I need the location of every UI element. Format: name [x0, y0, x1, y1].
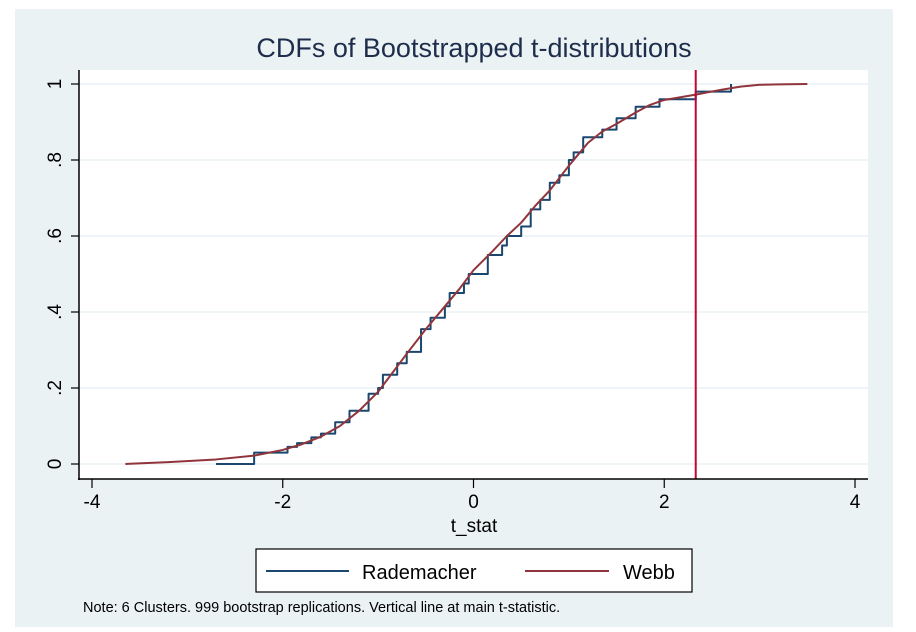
- y-tick-label: 0: [45, 459, 66, 470]
- grid-lines: [80, 83, 868, 465]
- y-tick-label: .4: [45, 304, 66, 320]
- x-tick-label: -4: [84, 492, 101, 513]
- y-ticks: 0 .2 .4 .6 .8 1: [45, 79, 79, 470]
- legend-rademacher-label: Rademacher: [362, 562, 477, 584]
- x-tick-label: 0: [468, 492, 479, 513]
- legend-webb-label: Webb: [623, 562, 675, 584]
- x-tick-label: 2: [659, 492, 670, 513]
- series-rademacher-line: [215, 84, 733, 465]
- x-tick-label: 4: [850, 492, 861, 513]
- x-tick-label: -2: [274, 492, 291, 513]
- y-tick-label: .8: [45, 152, 66, 168]
- y-tick-label: 1: [45, 79, 66, 90]
- y-tick-label: .2: [45, 380, 66, 396]
- series-group: [125, 83, 808, 465]
- y-tick-label: .6: [45, 228, 66, 244]
- legend: Rademacher Webb: [255, 548, 693, 593]
- chart-title: CDFs of Bootstrapped t-distributions: [256, 33, 691, 63]
- x-ticks: -4 -2 0 2 4: [84, 479, 861, 513]
- chart-note: Note: 6 Clusters. 999 bootstrap replicat…: [83, 600, 560, 616]
- x-axis-label: t_stat: [451, 516, 498, 537]
- series-webb-line: [125, 83, 808, 465]
